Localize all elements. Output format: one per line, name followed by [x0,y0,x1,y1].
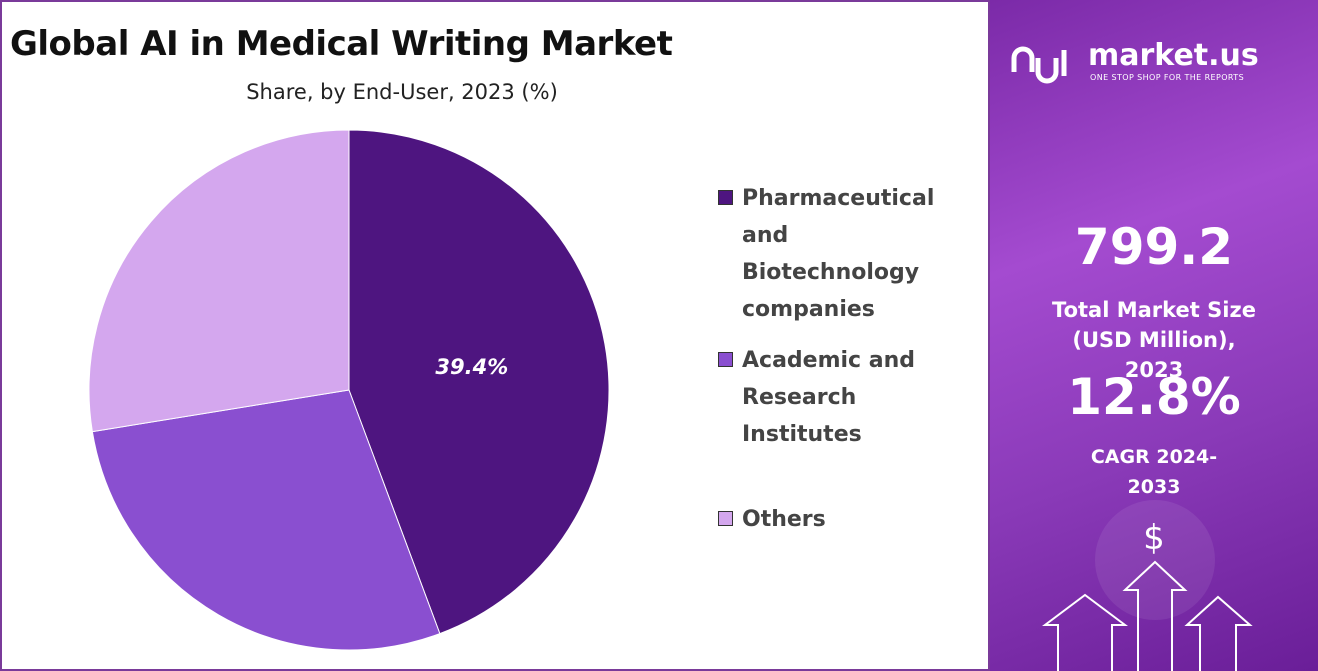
market-size: 799.2 [1074,218,1234,276]
pie-slice [348,129,610,635]
chart-panel: 39.4% Global AI in Medical Writing Marke… [0,0,990,671]
chart-title: Global AI in Medical Writing Market [10,24,673,64]
chart-subtitle: Share, by End-User, 2023 (%) [246,80,558,104]
pie-slice [91,389,441,651]
legend-item: Pharmaceutical and Biotechnology compani… [718,180,958,328]
logo-mark [1011,46,1067,84]
legend-item: Others [718,501,958,538]
legend-swatch [718,190,733,205]
legend-label: Others [742,507,826,532]
cagr-label: CAGR 2024-2033 [1090,446,1218,498]
legend-item: Academic and Research Institutes [718,342,958,453]
brand: market.us [1088,38,1259,73]
arrows [1042,560,1253,671]
currency-symbol: $ [1143,518,1165,558]
market-size-label: Total Market Size (USD Million), 2023 [1052,298,1256,382]
pie-chart: 39.4% [88,129,610,651]
legend-swatch [718,352,733,367]
cagr: 12.8% [1067,368,1241,426]
legend: Pharmaceutical and Biotechnology compani… [718,180,958,538]
data-label: 39.4% [435,355,508,379]
decoration [1011,46,1253,671]
legend-label: Pharmaceutical and Biotechnology compani… [742,186,935,322]
legend-swatch [718,511,733,526]
pie-slice [88,129,350,433]
info-panel: market.us ONE STOP SHOP FOR THE REPORTS … [990,0,1318,671]
legend-label: Academic and Research Institutes [742,348,916,447]
tagline: ONE STOP SHOP FOR THE REPORTS [1090,73,1245,82]
